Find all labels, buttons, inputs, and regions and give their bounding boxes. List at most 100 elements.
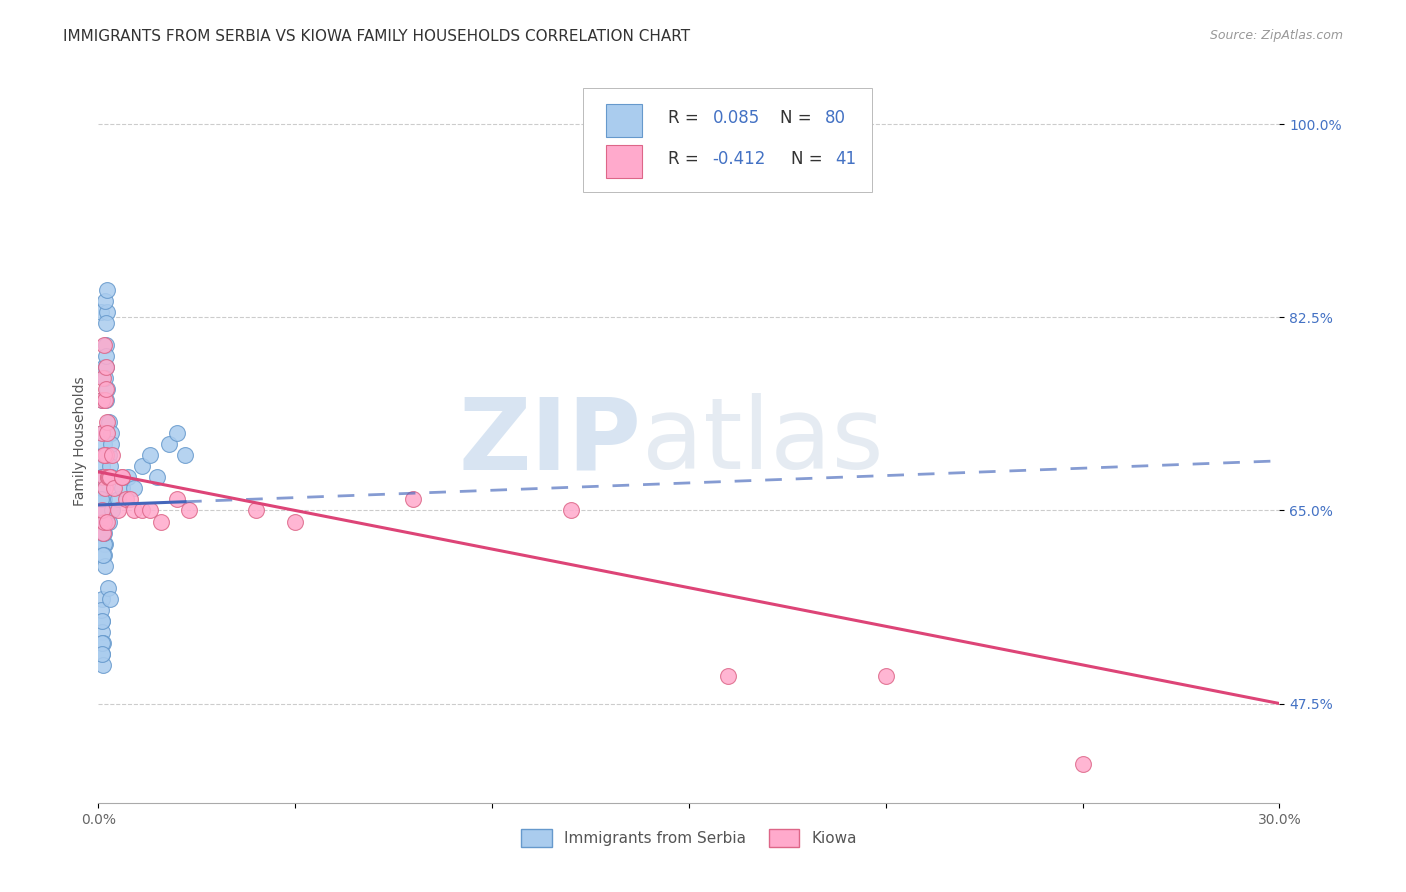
- Point: [138, 503, 160, 517]
- Point: [131, 503, 153, 517]
- Point: [90, 503, 112, 517]
- FancyBboxPatch shape: [582, 87, 872, 193]
- Point: [138, 448, 160, 462]
- Point: [90, 503, 112, 517]
- Point: [166, 492, 188, 507]
- Point: [93, 536, 115, 550]
- Point: [97, 581, 120, 595]
- Text: -0.412: -0.412: [713, 151, 766, 169]
- Point: [402, 492, 425, 507]
- Point: [97, 470, 120, 484]
- Point: [98, 459, 121, 474]
- Point: [91, 470, 114, 484]
- Point: [91, 515, 114, 529]
- Point: [90, 591, 112, 606]
- Point: [93, 470, 115, 484]
- Point: [91, 482, 114, 496]
- Text: 80: 80: [825, 110, 846, 128]
- Point: [96, 360, 118, 375]
- Bar: [606, 104, 641, 136]
- Point: [90, 305, 112, 319]
- Point: [174, 448, 197, 462]
- Point: [91, 426, 114, 441]
- Point: [90, 614, 112, 628]
- Point: [177, 503, 200, 517]
- Point: [93, 536, 115, 550]
- Text: N =: N =: [780, 110, 817, 128]
- Point: [90, 393, 112, 408]
- Point: [93, 492, 115, 507]
- Point: [90, 492, 112, 507]
- Point: [91, 657, 114, 672]
- Point: [93, 360, 115, 375]
- Point: [131, 459, 153, 474]
- Point: [93, 448, 115, 462]
- Point: [90, 482, 112, 496]
- Point: [122, 503, 145, 517]
- Point: [96, 415, 118, 429]
- Point: [100, 437, 122, 451]
- Point: [146, 470, 169, 484]
- Text: atlas: atlas: [641, 393, 883, 490]
- Point: [97, 470, 120, 484]
- Point: [150, 515, 173, 529]
- Point: [96, 515, 118, 529]
- Point: [96, 316, 118, 330]
- Point: [91, 470, 114, 484]
- Point: [96, 305, 118, 319]
- Point: [94, 382, 117, 396]
- Bar: [606, 145, 641, 178]
- Text: N =: N =: [790, 151, 827, 169]
- Point: [98, 470, 121, 484]
- Point: [90, 603, 112, 617]
- Point: [91, 647, 114, 661]
- Point: [91, 515, 114, 529]
- Point: [122, 482, 145, 496]
- Point: [111, 470, 134, 484]
- Point: [96, 382, 118, 396]
- Point: [94, 338, 117, 352]
- Point: [101, 448, 124, 462]
- Point: [118, 492, 141, 507]
- Text: 41: 41: [835, 151, 856, 169]
- Point: [94, 360, 117, 375]
- Legend: Immigrants from Serbia, Kiowa: Immigrants from Serbia, Kiowa: [515, 823, 863, 853]
- Point: [91, 426, 114, 441]
- Point: [94, 448, 117, 462]
- Point: [90, 492, 112, 507]
- Point: [90, 482, 112, 496]
- Point: [93, 437, 115, 451]
- Point: [91, 548, 114, 562]
- Point: [91, 525, 114, 540]
- Point: [91, 515, 114, 529]
- Point: [90, 393, 112, 408]
- Point: [90, 525, 112, 540]
- Point: [98, 415, 121, 429]
- Point: [93, 393, 115, 408]
- Point: [157, 437, 180, 451]
- Point: [91, 515, 114, 529]
- Point: [93, 470, 115, 484]
- Point: [93, 515, 115, 529]
- Point: [117, 470, 139, 484]
- Point: [91, 470, 114, 484]
- Point: [107, 503, 129, 517]
- Text: R =: R =: [668, 110, 703, 128]
- Point: [111, 482, 134, 496]
- Point: [91, 636, 114, 650]
- Point: [96, 283, 118, 297]
- Point: [100, 470, 122, 484]
- Point: [284, 515, 307, 529]
- Point: [93, 338, 115, 352]
- Text: 0.085: 0.085: [713, 110, 759, 128]
- Point: [91, 647, 114, 661]
- Point: [91, 525, 114, 540]
- Point: [100, 426, 122, 441]
- Point: [93, 525, 115, 540]
- Point: [91, 448, 114, 462]
- Point: [93, 548, 115, 562]
- Point: [98, 591, 121, 606]
- Text: IMMIGRANTS FROM SERBIA VS KIOWA FAMILY HOUSEHOLDS CORRELATION CHART: IMMIGRANTS FROM SERBIA VS KIOWA FAMILY H…: [63, 29, 690, 44]
- Point: [97, 515, 120, 529]
- Point: [93, 492, 115, 507]
